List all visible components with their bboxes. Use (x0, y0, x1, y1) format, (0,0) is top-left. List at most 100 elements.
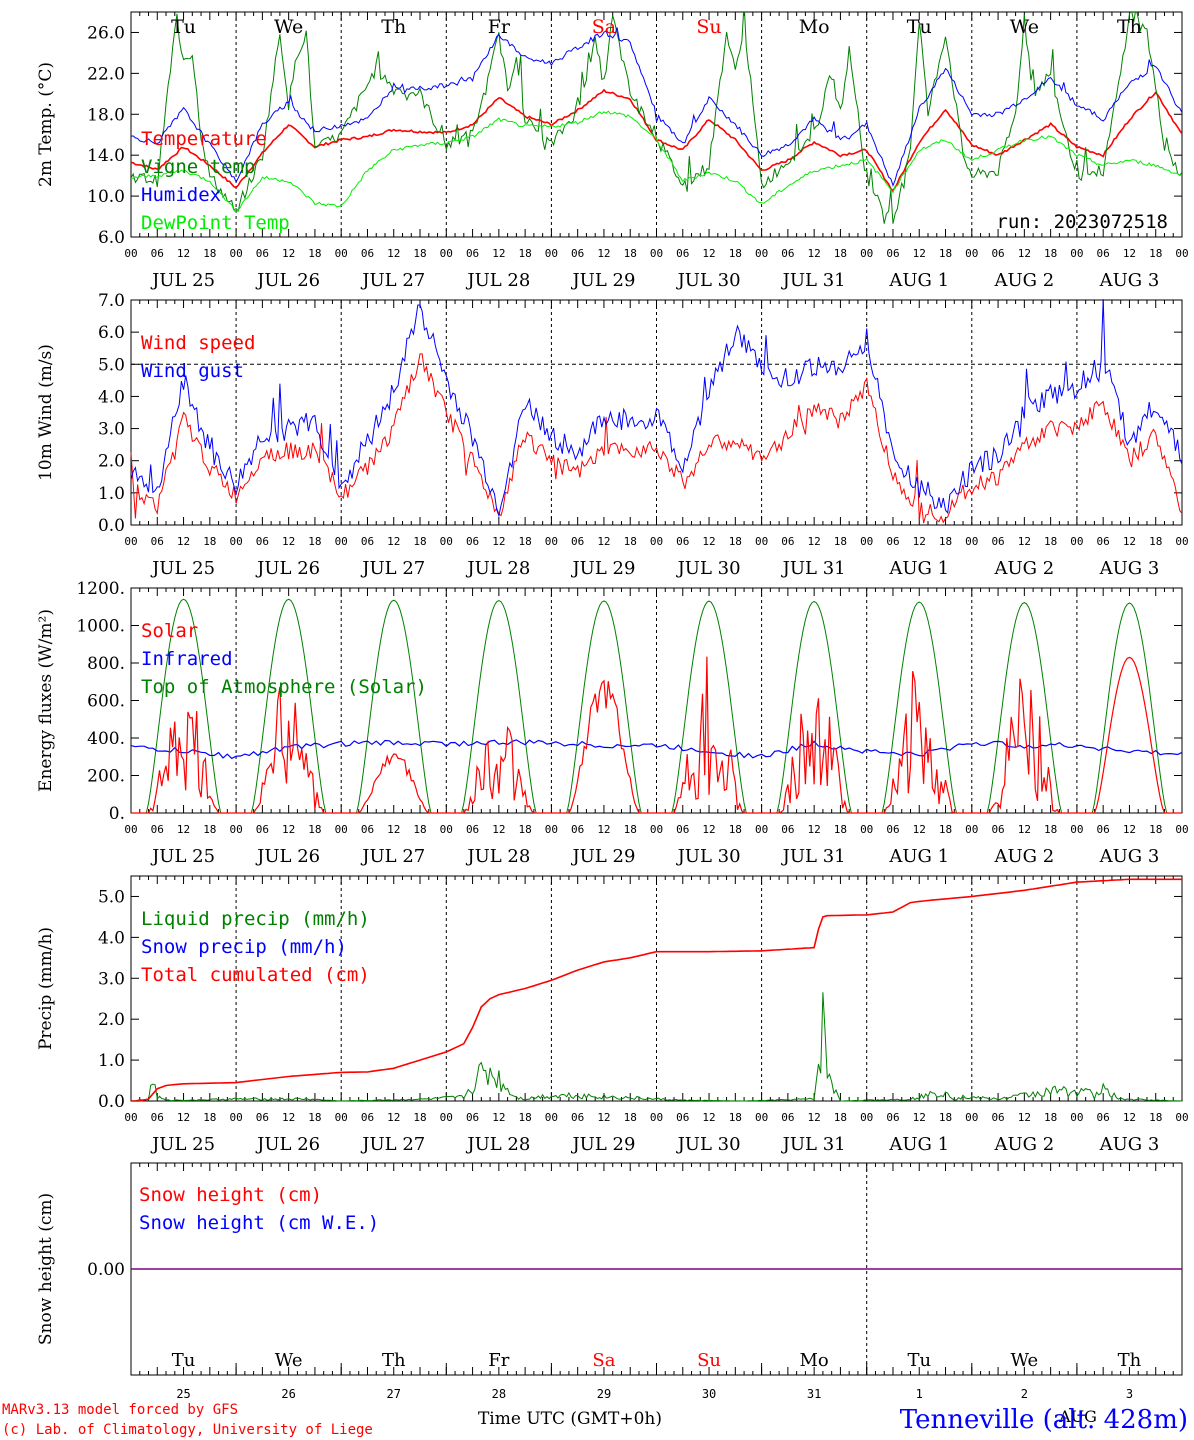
date-label: AUG 3 (1099, 1134, 1160, 1155)
weekday-label: Th (381, 16, 406, 38)
y-tick-label: 1.0 (98, 484, 125, 504)
series-line (131, 656, 1182, 814)
hour-tick-label: 00 (229, 247, 242, 260)
hour-tick-label: 00 (229, 1111, 242, 1124)
hour-tick-label: 00 (650, 535, 663, 548)
weekday-label: Mo (800, 1350, 829, 1371)
series-line (130, 353, 1183, 524)
hour-tick-label: 18 (1044, 823, 1057, 836)
hour-tick-label: 00 (440, 1111, 453, 1124)
run-label: run: 2023072518 (996, 211, 1168, 233)
hour-tick-label: 12 (1123, 535, 1136, 548)
hour-tick-label: 06 (256, 247, 269, 260)
y-axis-label: Snow height (cm) (36, 1193, 56, 1345)
credit-line-2: (c) Lab. of Climatology, University of L… (2, 1422, 373, 1438)
credit-line-1: MARv3.13 model forced by GFS (2, 1402, 238, 1418)
legend-entry: Vigne temp (141, 156, 255, 178)
hour-tick-label: 18 (308, 247, 321, 260)
date-label: JUL 28 (465, 558, 530, 579)
y-tick-label: 0. (109, 804, 125, 824)
hour-tick-label: 12 (808, 247, 821, 260)
date-label: JUL 30 (676, 1134, 741, 1155)
date-label: AUG 2 (993, 558, 1054, 579)
hour-tick-label: 00 (965, 823, 978, 836)
series-line (130, 992, 1183, 1102)
day-number: 26 (281, 1387, 295, 1401)
date-label: JUL 27 (360, 1134, 425, 1155)
hour-tick-label: 18 (413, 247, 426, 260)
hour-tick-label: 18 (834, 823, 847, 836)
hour-tick-label: 12 (702, 823, 715, 836)
month-marker: AUG (1058, 1407, 1097, 1426)
hour-tick-label: 12 (387, 247, 400, 260)
hour-tick-label: 18 (939, 1111, 952, 1124)
hour-tick-label: 12 (282, 823, 295, 836)
hour-tick-label: 06 (151, 247, 164, 260)
date-label: JUL 28 (465, 270, 530, 291)
hour-tick-label: 00 (545, 823, 558, 836)
hour-tick-label: 18 (413, 535, 426, 548)
weekday-label: We (1011, 1350, 1039, 1371)
date-label: AUG 2 (993, 846, 1054, 867)
legend-entry: Snow height (cm W.E.) (139, 1212, 379, 1234)
hour-tick-label: 06 (991, 535, 1004, 548)
date-label: JUL 26 (255, 1134, 320, 1155)
hour-tick-label: 06 (676, 1111, 689, 1124)
hour-tick-label: 18 (1044, 1111, 1057, 1124)
y-tick-label: 10.0 (87, 187, 125, 207)
weekday-label: Sa (592, 16, 616, 38)
hour-tick-label: 12 (1123, 247, 1136, 260)
panel-3: 0. 200. 400. 600. 800. 1000. 1200. Energy fluxe… (36, 579, 1189, 867)
day-number: 29 (597, 1387, 611, 1401)
hour-tick-label: 18 (1149, 823, 1162, 836)
hour-tick-label: 18 (308, 535, 321, 548)
series-line (131, 27, 1182, 187)
weekday-label: We (275, 1350, 303, 1371)
date-label: JUL 25 (150, 270, 215, 291)
hour-tick-label: 18 (519, 1111, 532, 1124)
hour-tick-label: 06 (361, 535, 374, 548)
hour-tick-label: 12 (597, 823, 610, 836)
hour-tick-label: 06 (1097, 247, 1110, 260)
date-label: AUG 1 (888, 558, 949, 579)
hour-tick-label: 12 (702, 1111, 715, 1124)
hour-tick-label: 00 (124, 1111, 137, 1124)
legend-entry: Solar (141, 620, 198, 642)
hour-tick-label: 18 (729, 535, 742, 548)
hour-tick-label: 18 (939, 247, 952, 260)
hour-tick-label: 06 (991, 247, 1004, 260)
hour-tick-label: 18 (834, 1111, 847, 1124)
hour-tick-label: 00 (440, 535, 453, 548)
hour-tick-label: 00 (335, 247, 348, 260)
hour-tick-label: 18 (729, 247, 742, 260)
date-label: AUG 1 (888, 1134, 949, 1155)
hour-tick-label: 00 (965, 247, 978, 260)
date-label: AUG 1 (888, 846, 949, 867)
hour-tick-label: 06 (151, 823, 164, 836)
hour-tick-label: 00 (1070, 535, 1083, 548)
hour-tick-label: 00 (860, 823, 873, 836)
hour-tick-label: 00 (545, 535, 558, 548)
weekday-label: Th (1117, 16, 1142, 38)
y-tick-label: 4.0 (98, 387, 125, 407)
y-tick-label: 200. (87, 767, 125, 787)
hour-tick-label: 18 (203, 823, 216, 836)
hour-tick-label: 06 (466, 247, 479, 260)
hour-tick-label: 06 (676, 823, 689, 836)
hour-tick-label: 18 (203, 535, 216, 548)
y-tick-label: 18.0 (87, 105, 125, 125)
y-axis-label: Energy fluxes (W/m²) (36, 609, 56, 792)
hour-tick-label: 18 (729, 823, 742, 836)
hour-tick-label: 18 (413, 823, 426, 836)
y-axis-label: Precip (mm/h) (36, 927, 56, 1050)
y-tick-label: 2.0 (98, 1010, 125, 1030)
station-label: Tenneville (alt. 428m) (900, 1405, 1188, 1435)
hour-tick-label: 18 (939, 823, 952, 836)
hour-tick-label: 00 (124, 535, 137, 548)
hour-tick-label: 06 (571, 1111, 584, 1124)
hour-tick-label: 00 (335, 1111, 348, 1124)
hour-tick-label: 06 (151, 535, 164, 548)
day-number: 3 (1126, 1387, 1133, 1401)
date-label: JUL 27 (360, 558, 425, 579)
y-tick-label: 3.0 (98, 420, 125, 440)
